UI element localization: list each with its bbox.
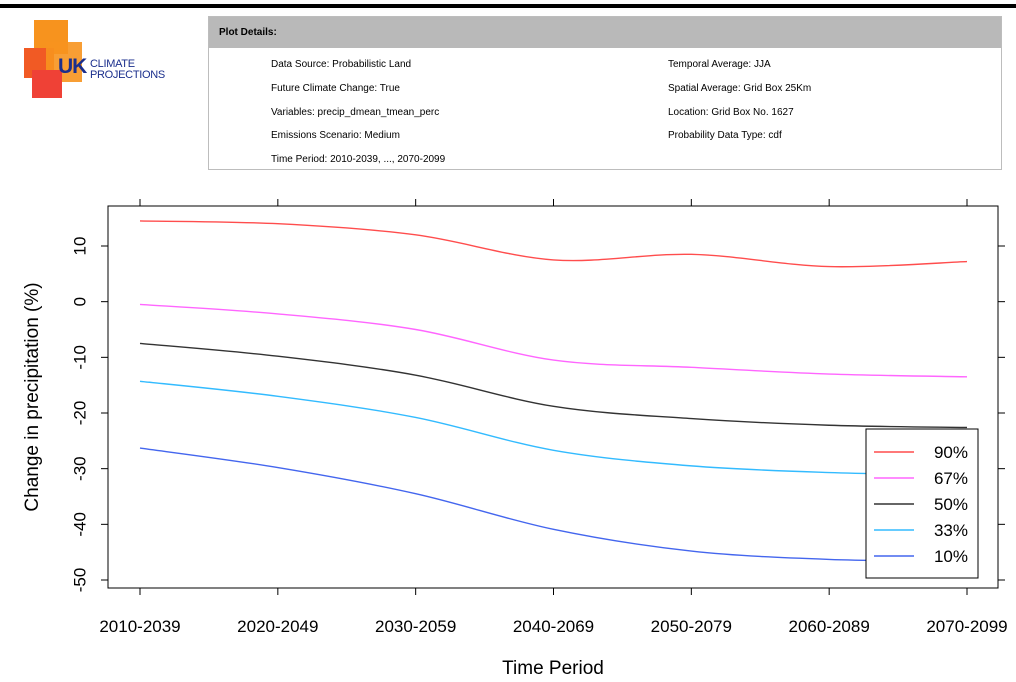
legend-label: 33%	[934, 521, 968, 540]
plot-details-title: Plot Details:	[209, 17, 1001, 48]
detail-temporal-average: Temporal Average: JJA	[668, 59, 771, 70]
detail-time-period: Time Period: 2010-2039, ..., 2070-2099	[271, 154, 446, 165]
x-tick-label: 2070-2099	[926, 617, 1007, 636]
plot-frame	[107, 205, 999, 589]
legend-label: 67%	[934, 469, 968, 488]
legend-label: 10%	[934, 547, 968, 566]
uk-climate-projections-logo: UK CLIMATE PROJECTIONS	[24, 20, 184, 100]
series-line-67pct	[139, 303, 968, 378]
detail-data-source: Data Source: Probabilistic Land	[271, 59, 412, 70]
detail-emissions-scenario: Emissions Scenario: Medium	[271, 130, 400, 141]
series-line-90pct	[139, 220, 968, 268]
x-tick-label: 2030-2059	[375, 617, 456, 636]
x-tick-label: 2050-2079	[651, 617, 732, 636]
y-axis-title: Change in precipitation (%)	[22, 282, 43, 511]
x-axis: 2010-2039 2020-2049 2030-2059 2040-2069 2050…	[99, 199, 1008, 636]
y-tick-label: -30	[71, 456, 90, 481]
series-line-33pct	[139, 380, 968, 477]
y-tick-label: -50	[71, 568, 90, 593]
top-rule	[0, 4, 1016, 8]
y-tick-label: -40	[71, 512, 90, 537]
detail-location: Location: Grid Box No. 1627	[668, 107, 794, 118]
legend-label: 90%	[934, 443, 968, 462]
series-line-50pct	[139, 342, 968, 429]
y-tick-label: 10	[71, 237, 90, 256]
detail-spatial-average: Spatial Average: Grid Box 25Km	[668, 83, 812, 94]
logo-uk-text: UK	[58, 55, 87, 78]
y-tick-label: -10	[71, 345, 90, 370]
y-axis: 10 0 -10 -20 -30 -40 -50	[71, 237, 1005, 593]
y-tick-label: 0	[71, 297, 90, 306]
x-tick-label: 2040-2069	[513, 617, 594, 636]
legend: 90% 67% 50% 33% 10%	[865, 428, 979, 579]
y-tick-label: -20	[71, 401, 90, 426]
x-tick-label: 2020-2049	[237, 617, 318, 636]
logo-line-2: PROJECTIONS	[90, 69, 165, 81]
series-line-10pct	[139, 447, 968, 562]
detail-variables: Variables: precip_dmean_tmean_perc	[271, 107, 440, 118]
x-tick-label: 2010-2039	[99, 617, 180, 636]
detail-probability-data-type: Probability Data Type: cdf	[668, 130, 782, 141]
x-axis-title: Time Period	[502, 658, 604, 679]
series-lines	[139, 220, 968, 562]
logo-line-1: CLIMATE	[90, 58, 135, 70]
plot-details-panel: Plot Details: Data Source: Probabilistic…	[208, 16, 1002, 170]
x-tick-label: 2060-2089	[789, 617, 870, 636]
logo-square-4	[32, 70, 62, 98]
legend-label: 50%	[934, 495, 968, 514]
detail-future-climate-change: Future Climate Change: True	[271, 83, 400, 94]
